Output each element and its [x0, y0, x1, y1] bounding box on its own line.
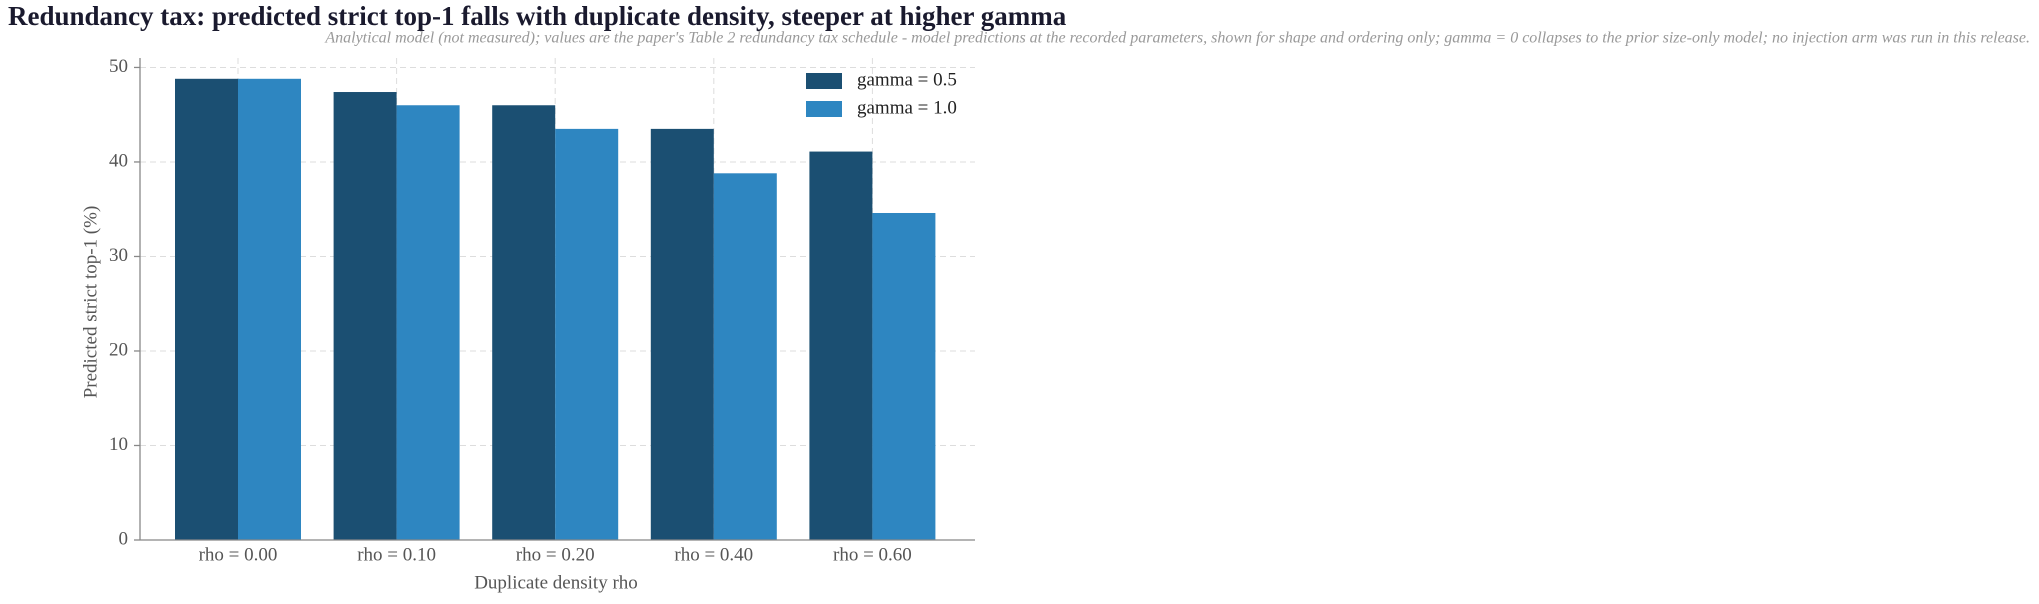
y-tick-label: 20	[109, 339, 128, 360]
y-tick-label: 10	[109, 434, 128, 455]
legend-label: gamma = 1.0	[857, 97, 957, 118]
x-tick-label: rho = 0.60	[833, 544, 912, 565]
bar	[650, 128, 714, 540]
chart-title: Redundancy tax: predicted strict top-1 f…	[8, 1, 1067, 31]
y-tick-label: 0	[119, 528, 129, 549]
bar	[396, 105, 460, 540]
legend-swatch	[806, 101, 842, 117]
y-axis-label: Predicted strict top-1 (%)	[80, 206, 101, 399]
bar	[175, 78, 238, 540]
x-tick-label: rho = 0.40	[674, 544, 753, 565]
legend-label: gamma = 0.5	[857, 69, 957, 90]
x-tick-label: rho = 0.10	[357, 544, 436, 565]
chart-subtitle: Analytical model (not measured); values …	[324, 30, 2030, 47]
bar	[713, 173, 777, 541]
bar	[492, 105, 556, 540]
legend-swatch	[806, 73, 842, 89]
x-tick-label: rho = 0.00	[199, 544, 278, 565]
y-tick-label: 30	[109, 245, 128, 266]
bar	[872, 212, 936, 540]
y-tick-label: 40	[109, 150, 128, 171]
bar	[809, 151, 873, 541]
y-tick-label: 50	[109, 56, 128, 77]
x-axis-label: Duplicate density rho	[474, 572, 638, 593]
x-tick-label: rho = 0.20	[516, 544, 595, 565]
bar	[238, 78, 301, 540]
bar	[555, 128, 619, 540]
bar	[333, 92, 397, 540]
